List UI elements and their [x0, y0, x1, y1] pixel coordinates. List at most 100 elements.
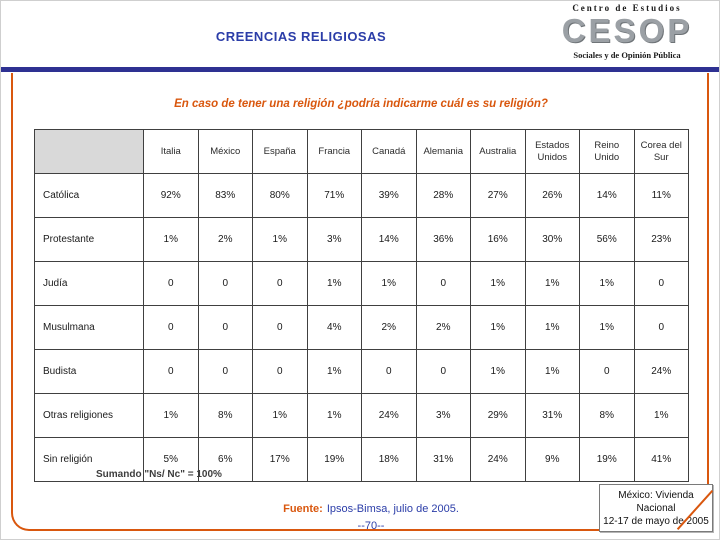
column-header: Alemania	[415, 129, 471, 174]
table-row: Sin religión 5% 6% 17% 19% 18% 31% 24% 9% 19% 41%	[34, 437, 689, 482]
data-cell: 1%	[470, 305, 526, 350]
data-cell: 18%	[361, 437, 417, 482]
data-cell: 1%	[524, 305, 580, 350]
data-cell: 29%	[470, 393, 526, 438]
source-text: Ipsos-Bimsa, julio de 2005.	[326, 503, 459, 515]
row-label: Protestante	[34, 217, 144, 262]
data-cell: 0	[143, 349, 199, 394]
source-line: Fuente: Ipsos-Bimsa, julio de 2005.	[121, 503, 621, 515]
logo-top-text: Centro de Estudios	[572, 3, 682, 13]
page-title: CREENCIAS RELIGIOSAS	[215, 29, 387, 44]
data-cell: 3%	[306, 217, 362, 262]
data-cell: 0	[252, 349, 308, 394]
data-cell: 27%	[470, 173, 526, 218]
methodology-line: Nacional	[636, 502, 676, 514]
methodology-line: 12-17 de mayo de 2005	[603, 515, 709, 527]
data-cell: 0	[197, 305, 253, 350]
page-number: --70--	[357, 520, 385, 532]
data-cell: 24%	[633, 349, 689, 394]
data-cell: 56%	[579, 217, 635, 262]
header-row: Italia México España Francia Canadá Alemania A…	[34, 129, 689, 174]
survey-question: En caso de tener una religión ¿podría in…	[174, 98, 548, 110]
religion-table: Italia México España Francia Canadá Alemania A…	[34, 129, 689, 482]
data-cell: 0	[197, 261, 253, 306]
data-cell: 1%	[306, 261, 362, 306]
data-cell: 1%	[306, 393, 362, 438]
data-cell: 24%	[361, 393, 417, 438]
data-cell: 1%	[524, 261, 580, 306]
data-cell: 1%	[470, 349, 526, 394]
data-cell: 2%	[415, 305, 471, 350]
data-cell: 36%	[415, 217, 471, 262]
table-row: Protestante 1% 2% 1% 3% 14% 36% 16% 30% 56% 23%	[34, 217, 689, 262]
cesop-logo: Centro de Estudios CESOP Sociales y de O…	[541, 3, 713, 60]
data-cell: 1%	[470, 261, 526, 306]
data-cell: 31%	[415, 437, 471, 482]
data-cell: 0	[252, 261, 308, 306]
column-header: México	[197, 129, 253, 174]
data-cell: 1%	[252, 393, 308, 438]
row-label: Otras religiones	[34, 393, 144, 438]
data-cell: 2%	[361, 305, 417, 350]
row-label: Sin religión	[34, 437, 144, 482]
data-cell: 8%	[579, 393, 635, 438]
column-header: España	[252, 129, 308, 174]
data-cell: 23%	[633, 217, 689, 262]
data-cell: 0	[197, 349, 253, 394]
data-cell: 39%	[361, 173, 417, 218]
table-row: Musulmana 0 0 0 4% 2% 2% 1% 1% 1% 0	[34, 305, 689, 350]
data-cell: 1%	[633, 393, 689, 438]
data-cell: 71%	[306, 173, 362, 218]
table-row: Católica 92% 83% 80% 71% 39% 28% 27% 26% 14% 11%	[34, 173, 689, 218]
source-label: Fuente:	[283, 503, 323, 515]
data-cell: 3%	[415, 393, 471, 438]
data-cell: 83%	[197, 173, 253, 218]
column-header: Estados Unidos	[524, 129, 580, 174]
table-body: Católica 92% 83% 80% 71% 39% 28% 27% 26% 14% 11% Pr…	[34, 173, 689, 482]
data-cell: 28%	[415, 173, 471, 218]
data-cell: 0	[415, 261, 471, 306]
methodology-line: México: Vivienda	[618, 489, 694, 501]
data-cell: 1%	[361, 261, 417, 306]
data-cell: 24%	[470, 437, 526, 482]
data-cell: 19%	[579, 437, 635, 482]
table-row: Otras religiones 1% 8% 1% 1% 24% 3% 29% 31% 8% 1%	[34, 393, 689, 438]
data-cell: 0	[252, 305, 308, 350]
data-cell: 14%	[579, 173, 635, 218]
data-cell: 92%	[143, 173, 199, 218]
column-header: Francia	[306, 129, 362, 174]
data-cell: 17%	[252, 437, 308, 482]
data-cell: 0	[361, 349, 417, 394]
row-label: Católica	[34, 173, 144, 218]
data-cell: 1%	[579, 305, 635, 350]
data-cell: 11%	[633, 173, 689, 218]
column-header: Australia	[470, 129, 526, 174]
data-cell: 8%	[197, 393, 253, 438]
table-row: Judía 0 0 0 1% 1% 0 1% 1% 1% 0	[34, 261, 689, 306]
column-header: Reino Unido	[579, 129, 635, 174]
data-cell: 31%	[524, 393, 580, 438]
data-cell: 4%	[306, 305, 362, 350]
data-cell: 0	[579, 349, 635, 394]
data-cell: 16%	[470, 217, 526, 262]
data-cell: 1%	[524, 349, 580, 394]
data-cell: 2%	[197, 217, 253, 262]
table-header: Italia México España Francia Canadá Alemania A…	[34, 129, 689, 174]
data-cell: 1%	[252, 217, 308, 262]
corner-cell	[34, 129, 144, 174]
data-cell: 1%	[579, 261, 635, 306]
data-cell: 30%	[524, 217, 580, 262]
row-label: Musulmana	[34, 305, 144, 350]
row-label: Judía	[34, 261, 144, 306]
table-footnote: Sumando "Ns/ Nc" = 100%	[96, 469, 222, 480]
data-cell: 0	[143, 261, 199, 306]
logo-main-text: CESOP	[561, 11, 693, 49]
column-header: Canadá	[361, 129, 417, 174]
slide-border-frame	[11, 73, 709, 531]
column-header: Italia	[143, 129, 199, 174]
data-cell: 0	[633, 305, 689, 350]
data-cell: 26%	[524, 173, 580, 218]
data-cell: 1%	[306, 349, 362, 394]
data-cell: 19%	[306, 437, 362, 482]
data-cell: 14%	[361, 217, 417, 262]
